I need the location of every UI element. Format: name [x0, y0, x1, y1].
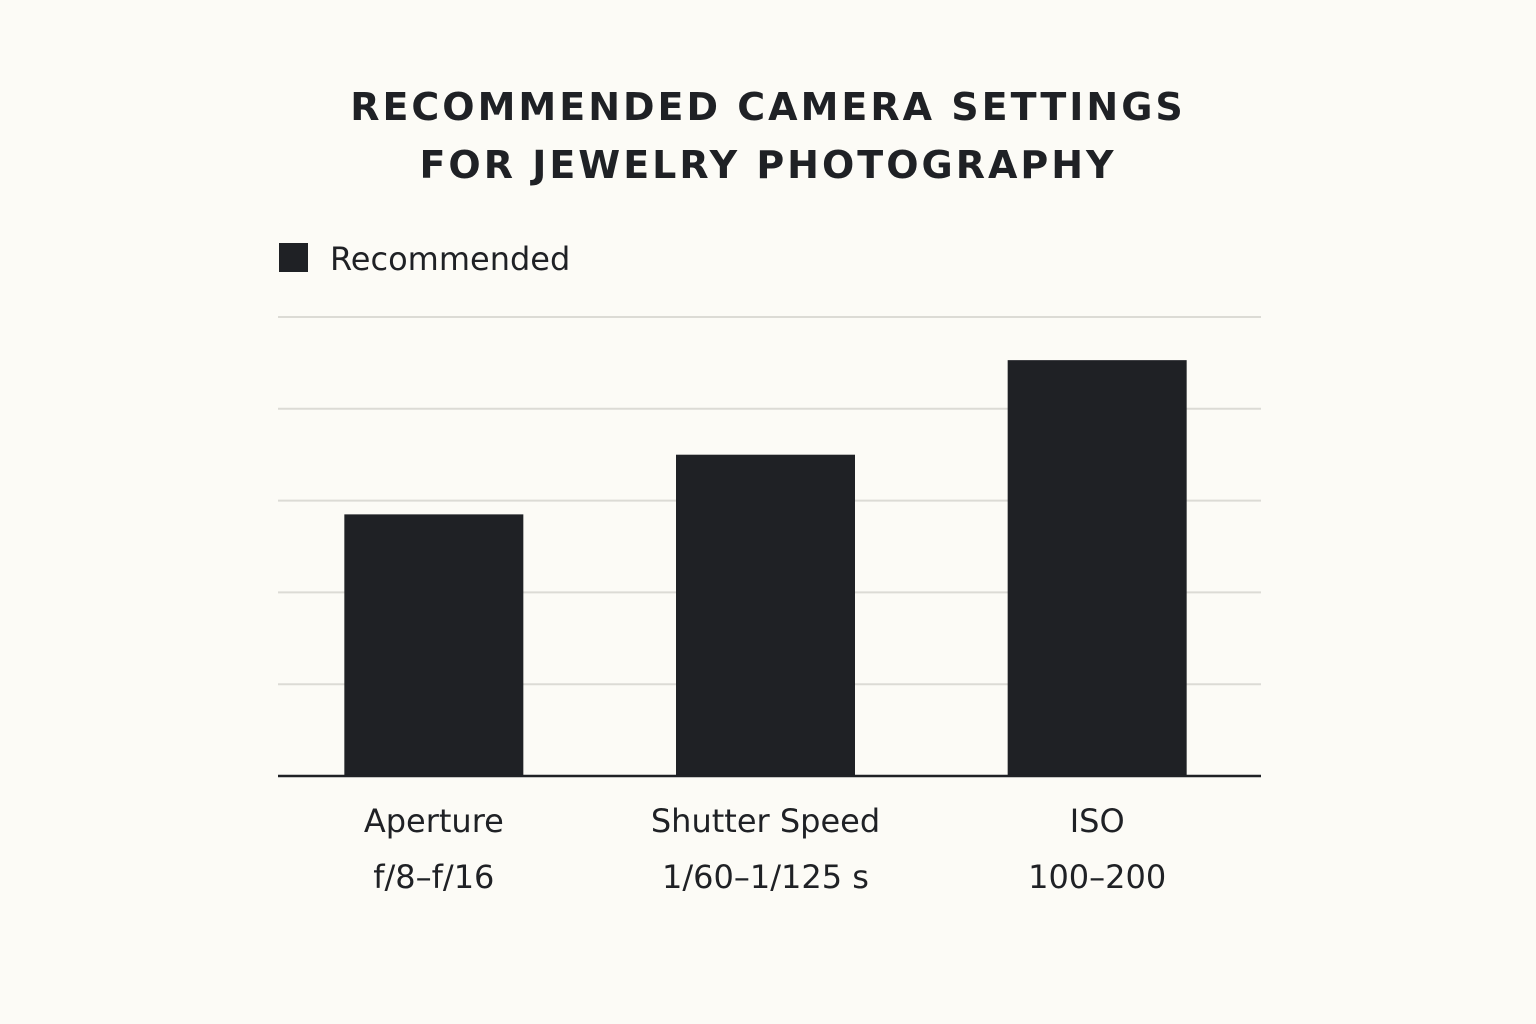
chart-title-line-1: RECOMMENDED CAMERA SETTINGS: [350, 85, 1186, 129]
legend-label: Recommended: [330, 240, 570, 278]
category-range-label: 1/60–1/125 s: [662, 858, 869, 896]
bars: [344, 360, 1187, 776]
category-name-label: Aperture: [364, 802, 504, 840]
category-name-label: Shutter Speed: [651, 802, 880, 840]
legend-swatch: [279, 243, 308, 272]
chart-title: RECOMMENDED CAMERA SETTINGS FOR JEWELRY …: [0, 78, 1536, 194]
bar-shutter-speed: [676, 454, 855, 776]
category-range-label: f/8–f/16: [373, 858, 494, 896]
bar-iso: [1007, 360, 1187, 776]
bar-aperture: [344, 514, 524, 776]
category-name-label: ISO: [1070, 802, 1125, 840]
category-range-label: 100–200: [1028, 858, 1166, 896]
chart-title-line-2: FOR JEWELRY PHOTOGRAPHY: [419, 143, 1117, 187]
legend: Recommended: [279, 240, 570, 278]
category-labels: Aperture f/8–f/16 Shutter Speed 1/60–1/125 …: [364, 802, 1166, 896]
